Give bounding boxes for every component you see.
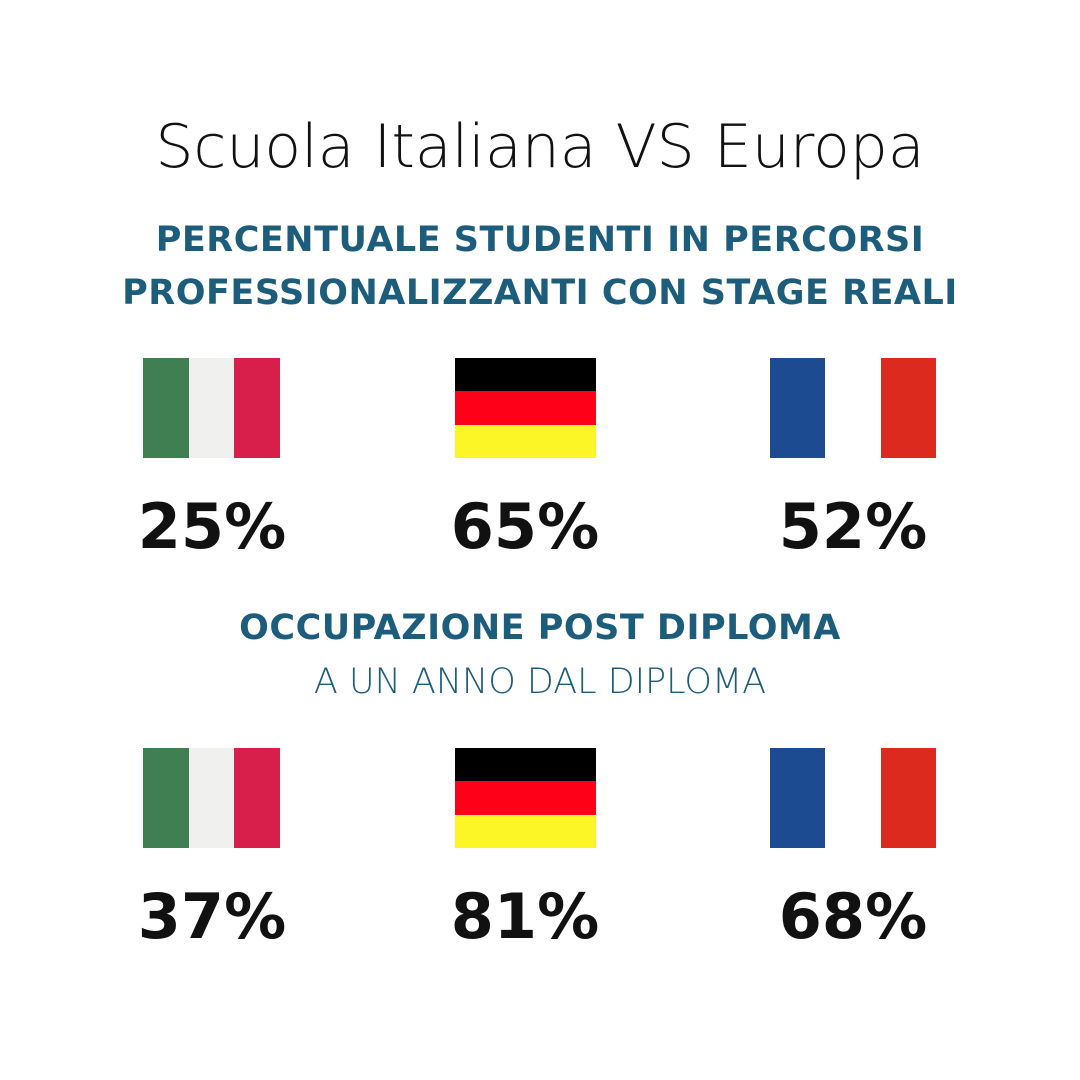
flag-france [770, 748, 936, 848]
percentage: 52% [778, 490, 928, 563]
flag-italy [143, 748, 281, 848]
percentage: 81% [450, 880, 600, 953]
flag-italy [143, 358, 281, 458]
flag-germany [455, 748, 596, 848]
percentage: 25% [137, 490, 287, 563]
percentage: 68% [778, 880, 928, 953]
section-heading: PROFESSIONALIZZANTI CON STAGE REALI [122, 273, 958, 313]
flag-germany [455, 358, 596, 458]
section-heading: PERCENTUALE STUDENTI IN PERCORSI [155, 220, 925, 260]
percentage: 37% [137, 880, 287, 953]
section-heading: OCCUPAZIONE POST DIPLOMA [239, 608, 841, 648]
section-subheading: A UN ANNO DAL DIPLOMA [313, 662, 767, 702]
percentage: 65% [450, 490, 600, 563]
title: Scuola Italiana VS Europa [155, 112, 925, 182]
flag-france [770, 358, 936, 458]
